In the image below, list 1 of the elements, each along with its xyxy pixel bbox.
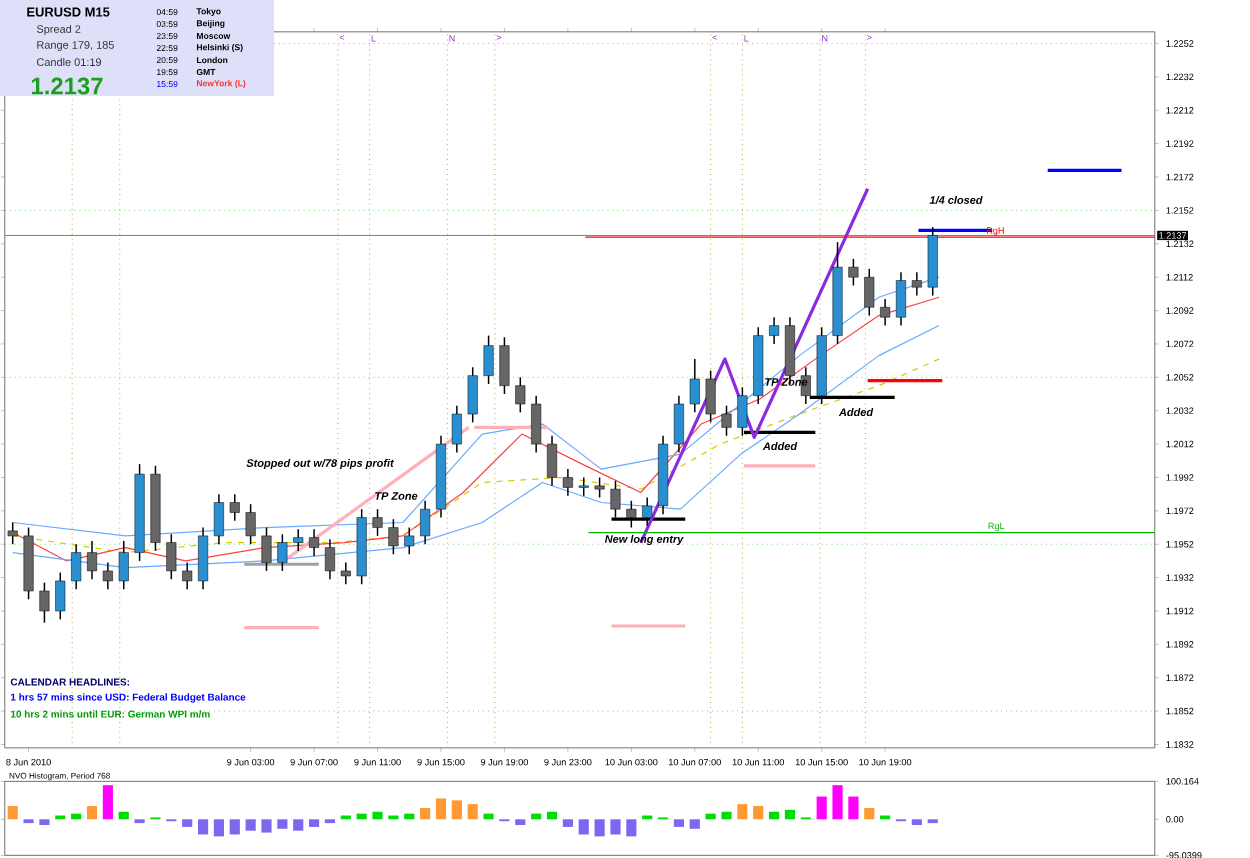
annotation: 1.2137 [31,77,103,95]
